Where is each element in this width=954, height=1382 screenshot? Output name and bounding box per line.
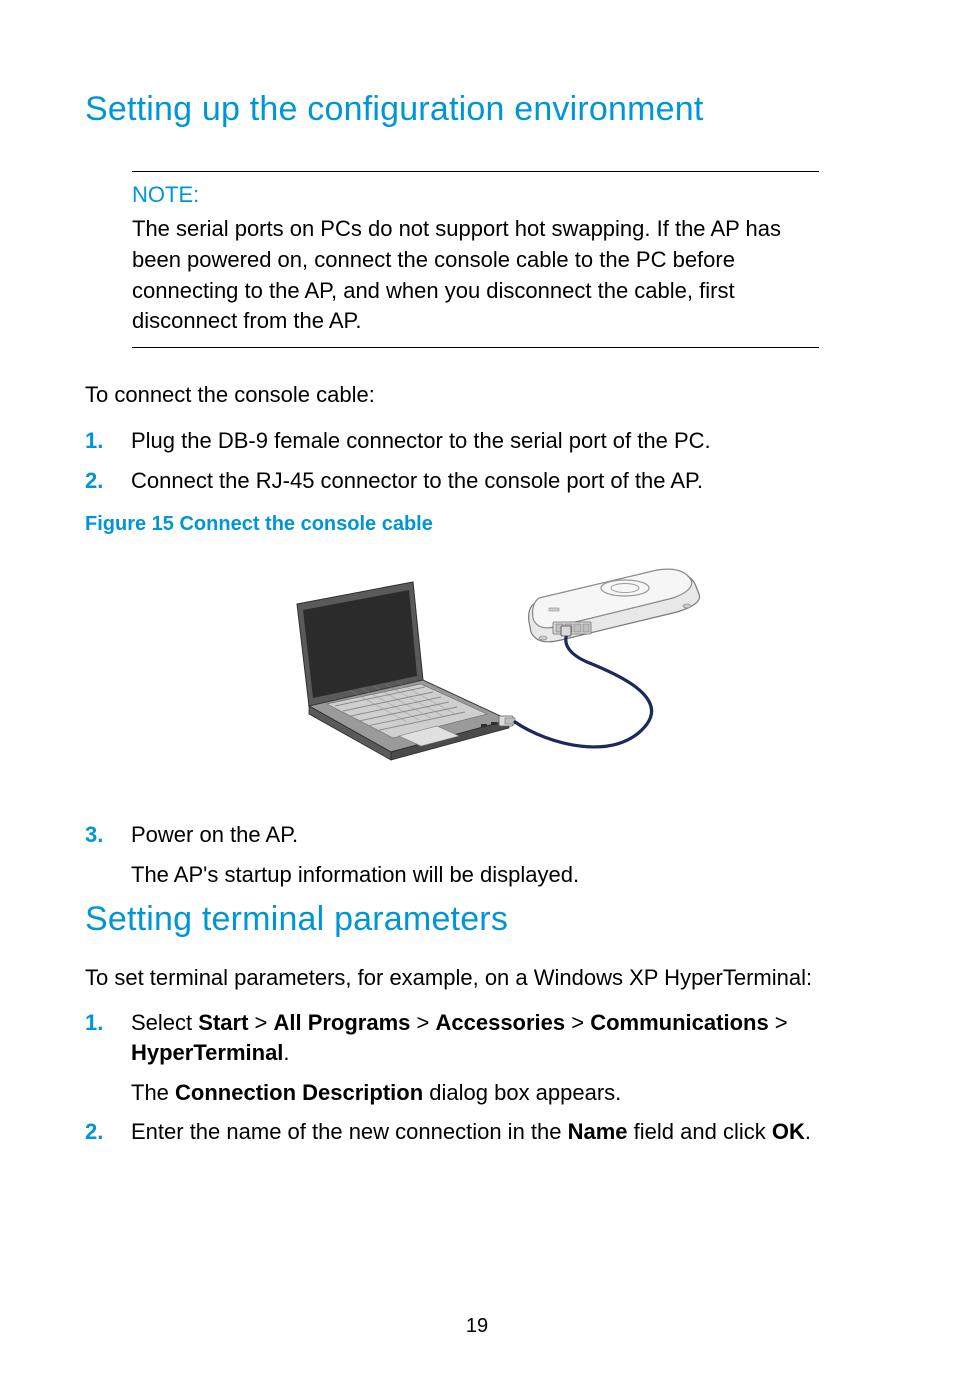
list-item: 1.Select Start > All Programs > Accessor… [85,1008,869,1107]
list-item-number: 2. [85,1117,131,1147]
nav-path-segment: HyperTerminal [131,1040,283,1065]
intro-paragraph-1: To connect the console cable: [85,380,869,410]
figure-area [85,544,869,784]
list-item-text: Connect the RJ-45 connector to the conso… [131,466,869,496]
note-label: NOTE: [132,182,819,208]
nav-path-segment: All Programs [273,1010,410,1035]
figure-caption: Figure 15 Connect the console cable [85,513,869,536]
list-item-text: Enter the name of the new connection in … [131,1117,869,1147]
intro-paragraph-2: To set terminal parameters, for example,… [85,963,869,993]
list-item-text: Select Start > All Programs > Accessorie… [131,1008,869,1107]
nav-path-segment: Communications [590,1010,768,1035]
list-item-number: 3. [85,820,131,889]
page-number: 19 [0,1315,954,1338]
page-heading-1: Setting up the configuration environment [85,90,869,129]
console-cable-figure [237,544,717,784]
page-heading-2: Setting terminal parameters [85,900,869,939]
list-item: 3.Power on the AP.The AP's startup infor… [85,820,869,889]
list-item-text: Power on the AP.The AP's startup informa… [131,820,869,889]
list-item: 2.Connect the RJ-45 connector to the con… [85,466,869,496]
list-item: 2.Enter the name of the new connection i… [85,1117,869,1147]
ap-device-icon [529,569,700,642]
note-text: The serial ports on PCs do not support h… [132,214,819,337]
ordered-list-1b: 3.Power on the AP.The AP's startup infor… [85,820,869,889]
rj45-connector-icon [561,626,571,636]
list-item-subtext: The Connection Description dialog box ap… [131,1078,869,1108]
db9-connector-icon [499,716,515,726]
laptop-icon [297,582,509,760]
console-cable [515,634,652,747]
nav-path-segment: Accessories [435,1010,565,1035]
list-item-number: 2. [85,466,131,496]
list-item-number: 1. [85,426,131,456]
nav-path-segment: Start [198,1010,248,1035]
list-item: 1.Plug the DB-9 female connector to the … [85,426,869,456]
ordered-list-2: 1.Select Start > All Programs > Accessor… [85,1008,869,1147]
list-item-number: 1. [85,1008,131,1107]
ordered-list-1: 1.Plug the DB-9 female connector to the … [85,426,869,495]
note-box: NOTE: The serial ports on PCs do not sup… [132,171,819,348]
list-item-subtext: The AP's startup information will be dis… [131,860,869,890]
list-item-text: Plug the DB-9 female connector to the se… [131,426,869,456]
